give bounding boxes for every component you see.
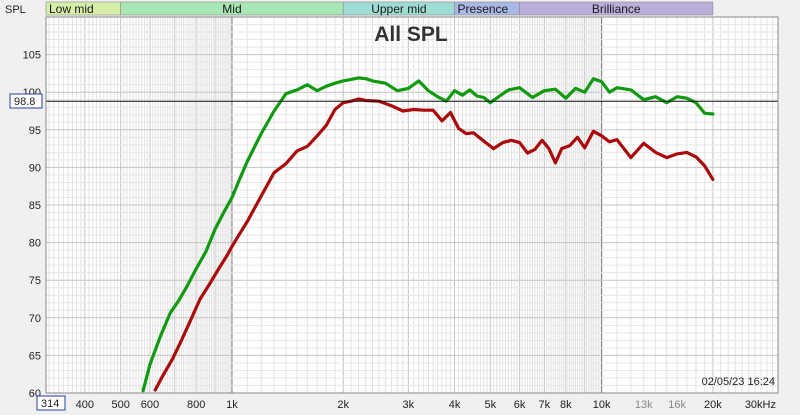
y-tick-label-8: 65 [29,350,41,362]
y-tick-label-6: 75 [29,275,41,287]
x-cursor-value-box[interactable] [36,395,66,411]
series-group [141,76,715,393]
x-tick-label-3: 800 [187,399,205,411]
y-tick-label-5: 80 [29,238,41,250]
series-line-1 [153,97,715,392]
x-tick-label-11: 8k [560,399,572,411]
y-tick-label-4: 85 [29,200,41,212]
x-tick-label-9: 6k [514,399,526,411]
x-tick-label-6: 3k [403,399,415,411]
x-tick-label-2: 600 [141,399,159,411]
x-tick-label-0: 400 [76,399,94,411]
x-axis-ticks: 400 500 600 800 1k 2k 3k 4k 5k 6k 7k 8k 10k 13k 16k 20k… [76,399,776,411]
cursor-value-label: 98.8 [14,96,35,108]
band-label-0: Low mid [49,2,94,16]
x-tick-label-15: 20k [704,399,722,411]
x-cursor-value-label: 314 [41,398,59,410]
x-tick-label-13: 13k [635,399,653,411]
series-line-0 [141,76,715,393]
band-label-1: Mid [222,2,241,16]
grid [46,17,778,393]
band-4 [519,1,714,16]
cursor-value-box[interactable] [9,93,43,109]
x-tick-label-12: 10k [593,399,611,411]
chart-title: All SPL [374,23,448,46]
band-label-4: Brilliance [592,2,641,16]
x-tick-label-1: 500 [112,399,130,411]
y-tick-label-3: 90 [29,162,41,174]
x-tick-label-4: 1k [226,399,238,411]
x-tick-label-8: 5k [485,399,497,411]
y-axis-label: SPL [5,4,26,16]
band-label-3: Presence [458,2,509,16]
x-tick-label-14: 16k [668,399,686,411]
band-label-2: Upper mid [371,2,426,16]
plot-border [45,16,779,394]
y-tick-label-7: 70 [29,313,41,325]
x-tick-label-10: 7k [539,399,551,411]
y-tick-label-0: 105 [23,50,41,62]
x-tick-label-16: 30kHz [745,399,776,411]
x-tick-label-7: 4k [449,399,461,411]
x-tick-label-5: 2k [337,399,349,411]
timestamp: 02/05/23 16:24 [702,376,775,388]
frequency-bands: Low mid Mid Upper mid Presence Brilliance [45,1,714,16]
y-tick-label-2: 95 [29,125,41,137]
